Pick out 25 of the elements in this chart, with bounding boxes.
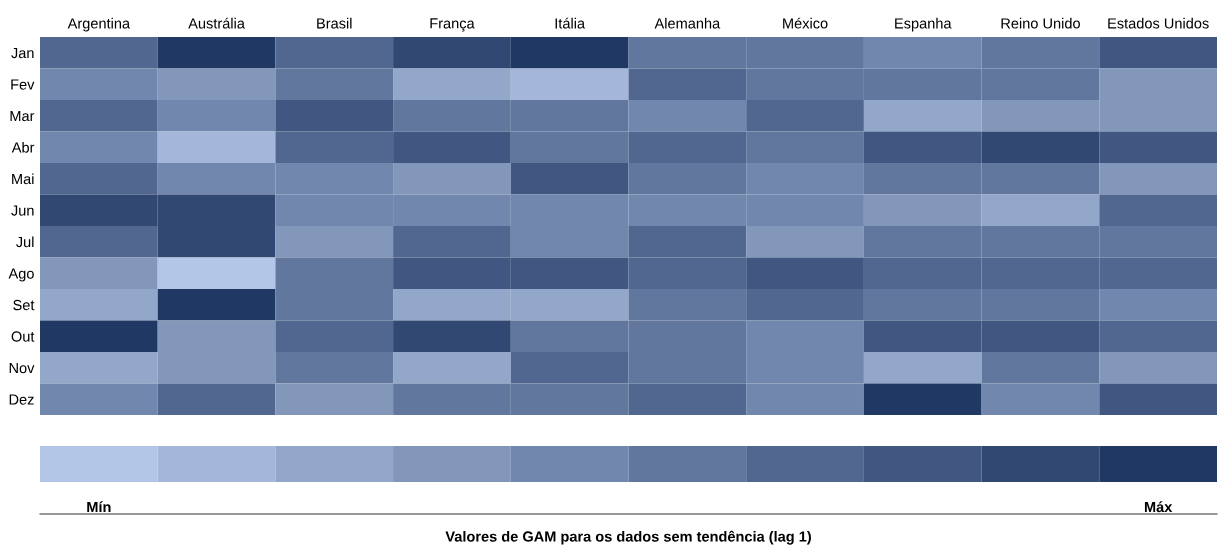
x-tick-label: Austrália (188, 17, 245, 29)
y-tick-label: Fev (11, 79, 35, 90)
x-tick-label: Itália (555, 17, 586, 29)
x-tick-label: Reino Unido (1001, 17, 1080, 29)
y-tick-label: Abr (11, 141, 35, 153)
x-tick-label: Espanha (895, 17, 952, 32)
y-tick-label: Jul (16, 236, 34, 248)
x-tick-label: Argentina (67, 17, 131, 32)
color-bar-title: Valores de GAM para os dados sem tendência (lag 1) (445, 530, 811, 545)
x-tick-label: França (430, 18, 475, 32)
x-tick-label: México (783, 17, 828, 29)
y-tick-label: Mar (10, 111, 35, 122)
y-tick-label: Ago (8, 268, 34, 282)
y-tick-label: Jun (11, 205, 34, 216)
y-tick-label: Jan (11, 48, 34, 59)
y-tick-label: Dez (9, 394, 34, 405)
y-tick-label: Out (11, 331, 35, 342)
y-tick-label: Mai (12, 173, 34, 185)
x-tick-label: Estados Unidos (1108, 17, 1209, 29)
y-tick-label: Set (13, 299, 35, 311)
color-bar-label: Mín (87, 501, 111, 513)
x-tick-label: Alemanha (654, 17, 721, 29)
y-tick-label: Nov (9, 363, 35, 374)
x-tick-label: Brasil (317, 17, 352, 29)
color-bar-label: Máx (1144, 501, 1173, 513)
